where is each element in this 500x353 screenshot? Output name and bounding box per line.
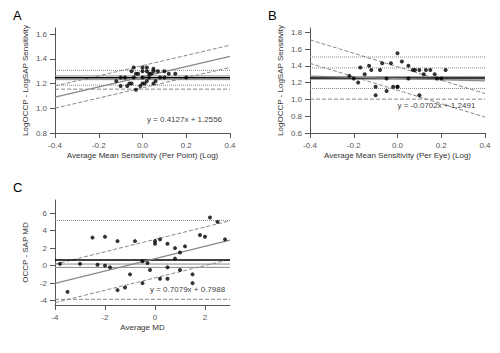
svg-text:Average MD: Average MD — [120, 323, 165, 332]
svg-text:OCCP - SAP MD: OCCP - SAP MD — [21, 222, 30, 283]
svg-text:1.4: 1.4 — [36, 54, 48, 63]
svg-text:4: 4 — [43, 226, 48, 235]
svg-text:y = 0.4127x + 1.2556: y = 0.4127x + 1.2556 — [147, 115, 223, 124]
svg-text:1.4: 1.4 — [291, 61, 303, 70]
svg-text:0.2: 0.2 — [436, 141, 448, 150]
svg-text:B: B — [268, 8, 277, 23]
svg-text:C: C — [13, 180, 22, 195]
svg-text:0.0: 0.0 — [137, 141, 149, 150]
svg-text:-2: -2 — [40, 279, 48, 288]
svg-text:-0.2: -0.2 — [92, 141, 106, 150]
svg-text:2: 2 — [203, 313, 208, 322]
svg-text:0: 0 — [43, 261, 48, 270]
svg-text:Average Mean Sensitivity (Per: Average Mean Sensitivity (Per Point) (Lo… — [67, 151, 219, 160]
svg-text:1.6: 1.6 — [36, 30, 48, 39]
svg-text:1.2: 1.2 — [291, 78, 303, 87]
svg-text:0: 0 — [153, 313, 158, 322]
svg-text:-4: -4 — [51, 313, 59, 322]
svg-text:1.0: 1.0 — [291, 95, 303, 104]
svg-text:-0.2: -0.2 — [347, 141, 361, 150]
svg-text:Average Mean Sensitivity (Per: Average Mean Sensitivity (Per Eye) (Log) — [324, 151, 471, 160]
svg-text:6: 6 — [43, 209, 48, 218]
svg-text:0.4: 0.4 — [479, 141, 491, 150]
svg-text:0.2: 0.2 — [181, 141, 193, 150]
svg-text:LogOCCP - LogSAP Sensitivity: LogOCCP - LogSAP Sensitivity — [21, 25, 30, 136]
svg-text:y = 0.7079x + 0.7988: y = 0.7079x + 0.7988 — [150, 285, 226, 294]
svg-text:1.8: 1.8 — [291, 28, 303, 37]
svg-text:1.2: 1.2 — [36, 79, 48, 88]
svg-text:-4: -4 — [40, 296, 48, 305]
svg-text:A: A — [13, 8, 22, 23]
svg-text:-2: -2 — [101, 313, 109, 322]
svg-text:-0.4: -0.4 — [303, 141, 317, 150]
svg-text:0.8: 0.8 — [36, 129, 48, 138]
svg-text:0.6: 0.6 — [291, 129, 303, 138]
svg-text:y = -0.0702x + 1.2491: y = -0.0702x + 1.2491 — [398, 101, 476, 110]
svg-text:0.4: 0.4 — [224, 141, 236, 150]
svg-text:1.6: 1.6 — [291, 45, 303, 54]
svg-text:LogOCCP - LogSAP Sensitivity: LogOCCP - LogSAP Sensitivity — [276, 25, 285, 136]
svg-text:2: 2 — [43, 244, 48, 253]
svg-text:0.0: 0.0 — [392, 141, 404, 150]
svg-text:0.8: 0.8 — [291, 112, 303, 121]
svg-text:-0.4: -0.4 — [48, 141, 62, 150]
svg-text:1.0: 1.0 — [36, 104, 48, 113]
